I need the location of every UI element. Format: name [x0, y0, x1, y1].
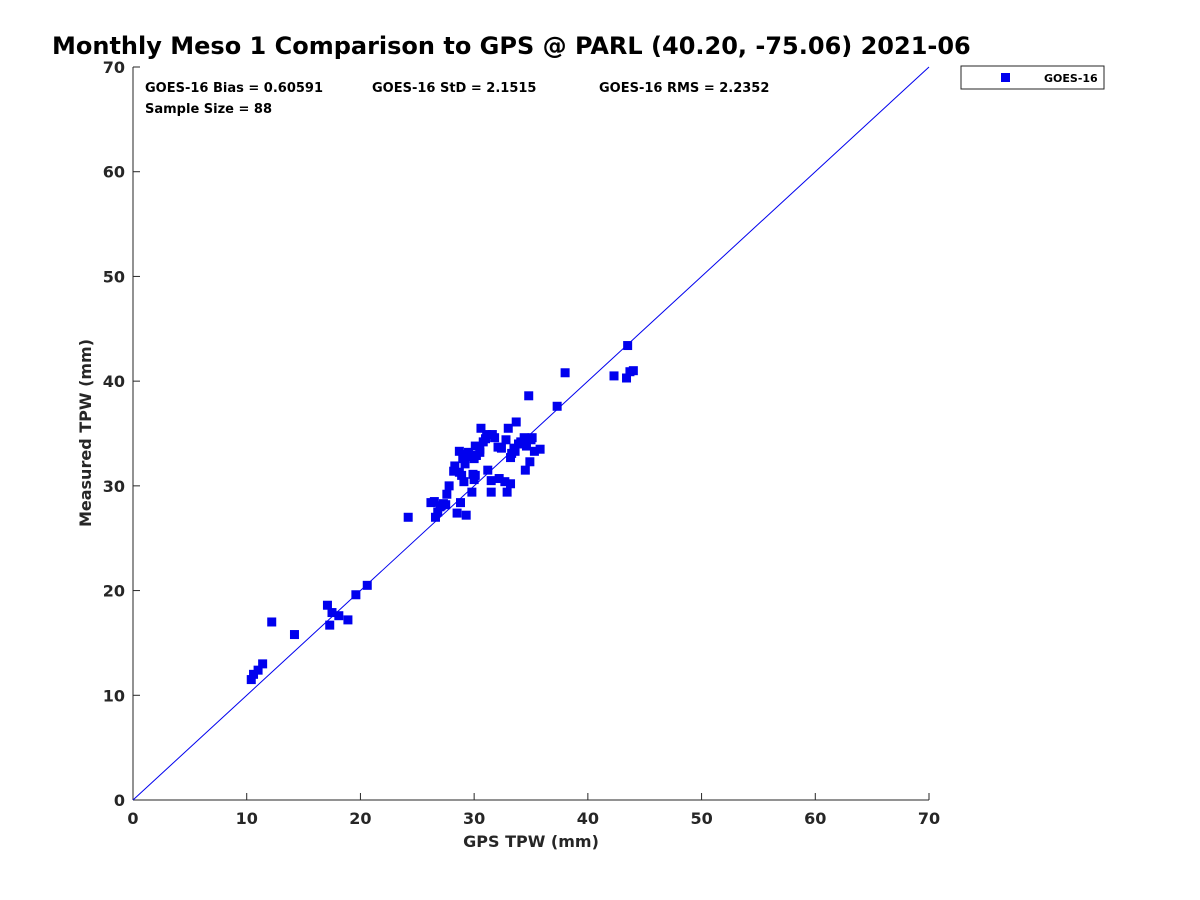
- data-point: [461, 510, 471, 520]
- data-point: [470, 470, 480, 480]
- data-point: [362, 580, 372, 590]
- data-point: [258, 659, 268, 669]
- data-point: [535, 444, 545, 454]
- y-tick-label: 70: [103, 58, 125, 77]
- data-point: [454, 467, 464, 477]
- data-point: [521, 441, 531, 451]
- legend-marker-square: [1001, 73, 1010, 82]
- data-point: [500, 477, 510, 487]
- chart-title: Monthly Meso 1 Comparison to GPS @ PARL …: [52, 32, 971, 60]
- data-point: [467, 487, 477, 497]
- data-point: [455, 498, 465, 508]
- data-point: [461, 452, 471, 462]
- data-point: [450, 461, 460, 471]
- data-point: [501, 435, 511, 445]
- legend: GOES-16: [960, 65, 1105, 90]
- data-points: [246, 341, 638, 685]
- data-point: [429, 497, 439, 507]
- data-point: [520, 465, 530, 475]
- data-point: [452, 508, 462, 518]
- data-point: [454, 446, 464, 456]
- y-axis-label: Measured TPW (mm): [76, 339, 95, 527]
- data-point: [622, 373, 632, 383]
- data-point: [481, 434, 491, 444]
- y-tick-label: 0: [114, 791, 125, 810]
- data-point: [494, 474, 504, 484]
- data-point: [449, 466, 459, 476]
- data-point: [325, 620, 335, 630]
- data-point: [249, 669, 259, 679]
- data-point: [327, 608, 337, 618]
- data-point: [444, 481, 454, 491]
- y-tick-label: 60: [103, 163, 125, 182]
- stat-bias: GOES-16 Bias = 0.60591: [145, 81, 323, 96]
- stat-std: GOES-16 StD = 2.1515: [372, 81, 536, 96]
- x-tick-label: 20: [349, 809, 371, 828]
- data-point: [628, 366, 638, 376]
- data-point: [524, 391, 534, 401]
- data-point: [441, 500, 451, 510]
- data-point: [430, 512, 440, 522]
- data-point: [527, 433, 537, 443]
- data-point: [246, 675, 256, 685]
- data-point: [560, 368, 570, 378]
- data-point: [436, 501, 446, 511]
- data-point: [403, 512, 413, 522]
- y-tick-label: 10: [103, 686, 125, 705]
- data-point: [510, 446, 520, 456]
- data-point: [475, 444, 485, 454]
- data-point: [460, 459, 470, 469]
- x-tick-label: 10: [236, 809, 258, 828]
- data-point: [483, 465, 493, 475]
- stat-sample-size: Sample Size = 88: [145, 102, 272, 117]
- x-tick-label: 60: [804, 809, 826, 828]
- y-tick-label: 20: [103, 582, 125, 601]
- x-tick-label: 0: [127, 809, 138, 828]
- legend-box: [960, 65, 1105, 90]
- data-point: [502, 487, 512, 497]
- data-point: [503, 423, 513, 433]
- data-point: [519, 433, 529, 443]
- data-point: [486, 476, 496, 486]
- plot-area: 0 10 20 30 40 50 60 70 0 10 20 30 40 50 60 70: [103, 58, 940, 828]
- data-point: [289, 630, 299, 640]
- data-point: [253, 665, 263, 675]
- data-point: [334, 611, 344, 621]
- data-point: [476, 423, 486, 433]
- y-tick-label: 30: [103, 477, 125, 496]
- data-point: [486, 487, 496, 497]
- stat-rms: GOES-16 RMS = 2.2352: [599, 81, 769, 96]
- y-tick-label: 40: [103, 372, 125, 391]
- data-point: [343, 615, 353, 625]
- y-tick-label: 50: [103, 267, 125, 286]
- y-ticks: 0 10 20 30 40 50 60 70: [103, 58, 140, 810]
- data-point: [529, 446, 539, 456]
- data-point: [351, 590, 361, 600]
- x-tick-label: 30: [463, 809, 485, 828]
- x-axis-label: GPS TPW (mm): [463, 832, 599, 851]
- data-point: [496, 443, 506, 453]
- data-point: [552, 401, 562, 411]
- x-tick-label: 40: [577, 809, 599, 828]
- data-point: [470, 441, 480, 451]
- data-point: [459, 477, 469, 487]
- data-point: [511, 417, 521, 427]
- data-point: [267, 617, 277, 627]
- data-point: [506, 479, 516, 489]
- data-point: [517, 438, 527, 448]
- data-point: [609, 371, 619, 381]
- x-tick-label: 50: [690, 809, 712, 828]
- data-point: [490, 433, 500, 443]
- data-point: [525, 457, 535, 467]
- x-ticks: 0 10 20 30 40 50 60 70: [127, 793, 940, 828]
- data-point: [623, 341, 633, 351]
- data-point: [322, 600, 332, 610]
- data-point: [433, 507, 443, 517]
- legend-label: GOES-16: [1044, 72, 1098, 85]
- data-point: [442, 489, 452, 499]
- x-tick-label: 70: [918, 809, 940, 828]
